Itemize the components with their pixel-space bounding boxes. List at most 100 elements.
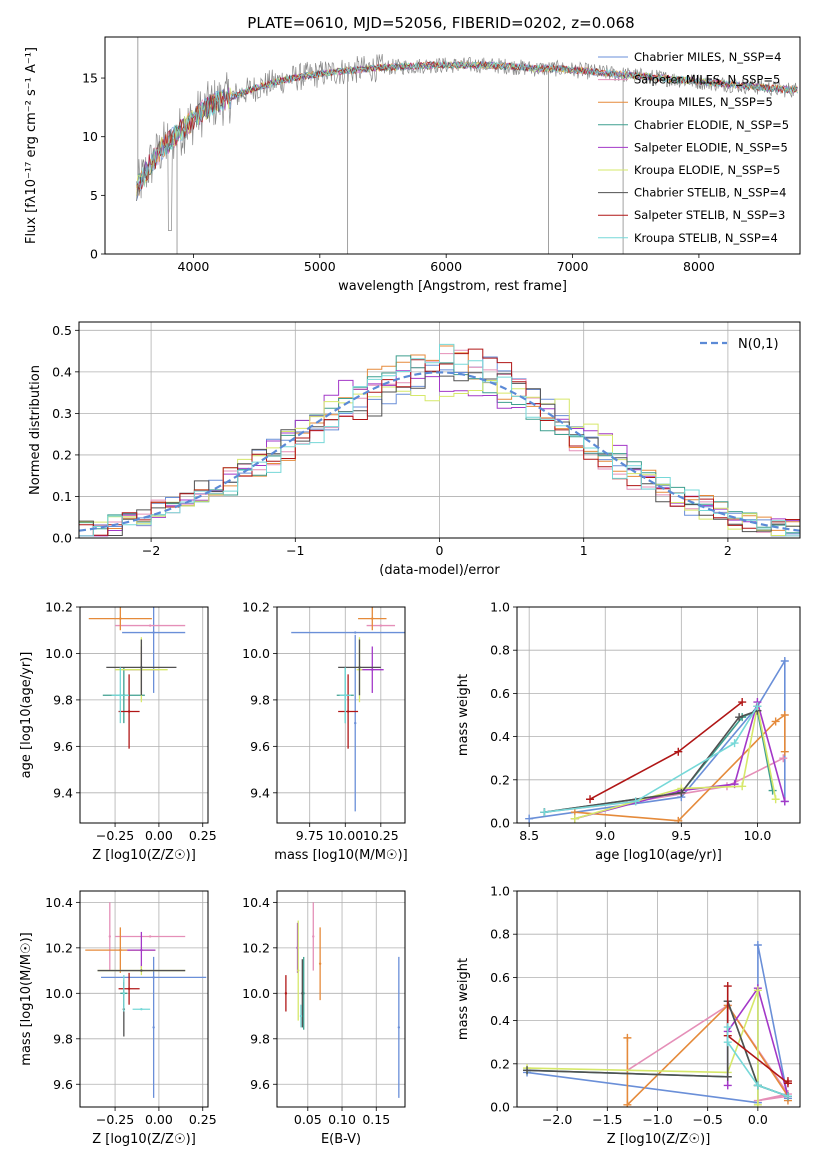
panel-mass-weight-vs-Z: −2.0 −1.5 −1.0 −0.5 0.0 0.0 0.2 0.4 0.6 0.8 1.0 Z [… xyxy=(456,884,801,1147)
series-marker xyxy=(780,797,789,806)
plot-area xyxy=(80,607,208,823)
series-marker xyxy=(753,986,762,995)
plot-area xyxy=(80,891,208,1107)
plot-area xyxy=(277,607,405,823)
x-tick-label: 9.0 xyxy=(595,828,615,843)
x-axis-label: age [log10(age/yr)] xyxy=(595,848,722,863)
series-marker xyxy=(677,788,686,797)
axes-frame xyxy=(79,606,209,824)
x-tick-label: −0.5 xyxy=(692,1112,722,1127)
y-tick-label: 1.0 xyxy=(490,884,510,899)
x-tick-label: 6000 xyxy=(430,259,462,274)
x-tick-label: 4000 xyxy=(178,259,210,274)
x-axis-label: Z [log10(Z/Z☉)] xyxy=(92,848,196,863)
x-tick-label: −1 xyxy=(286,543,304,558)
data-point xyxy=(371,617,374,620)
y-tick-label: 10.2 xyxy=(242,940,270,955)
x-axis-label: (data-model)/error xyxy=(379,563,500,578)
data-point xyxy=(379,624,383,627)
histogram-step xyxy=(79,343,800,537)
y-tick-label: 0.2 xyxy=(490,1056,510,1071)
y-tick-label: 10.4 xyxy=(242,895,270,910)
x-tick-label: 0.15 xyxy=(362,1112,390,1127)
x-axis-label: wavelength [Angstrom, rest frame] xyxy=(338,279,567,294)
series-marker xyxy=(723,1081,732,1090)
x-axis-label: mass [log10(M/M☉)] xyxy=(274,848,407,863)
series-marker xyxy=(540,808,549,817)
data-point xyxy=(312,935,315,938)
x-tick-label: 10.0 xyxy=(743,828,771,843)
y-tick-label: 10 xyxy=(82,129,98,144)
data-point xyxy=(108,935,112,938)
data-point xyxy=(148,624,152,627)
legend-entry: Salpeter STELIB, N_SSP=3 xyxy=(634,208,785,222)
data-point xyxy=(140,948,143,952)
plot-area xyxy=(517,891,800,1107)
series-marker xyxy=(753,1081,762,1090)
data-point xyxy=(148,935,152,938)
x-tick-label: 0 xyxy=(436,543,444,558)
panel-residuals: −2 −1 0 1 2 0.0 0.1 0.2 0.3 0.4 0.5 (data-model)/er… xyxy=(28,321,801,578)
series-marker xyxy=(735,713,744,722)
y-tick-label: 0.3 xyxy=(52,406,72,421)
y-tick-label: 9.6 xyxy=(250,1077,270,1092)
axes-frame xyxy=(516,606,801,824)
panel-mass-vs-ebv: 0.05 0.10 0.15 9.6 9.8 10.0 10.2 10.4 E(B-V) xyxy=(242,890,406,1147)
legend-entry: Chabrier MILES, N_SSP=4 xyxy=(634,50,781,64)
y-tick-label: 0.0 xyxy=(490,816,510,831)
panel-spectrum: 4000 5000 6000 7000 8000 0 5 10 15 wavelength [An… xyxy=(24,36,801,294)
axes-frame xyxy=(79,890,209,1108)
x-tick-label: 0.25 xyxy=(189,1112,217,1127)
series-marker xyxy=(771,717,780,726)
y-axis-label: mass weight xyxy=(456,674,471,756)
series-marker xyxy=(779,754,788,763)
y-tick-label: 0.4 xyxy=(490,729,510,744)
data-point xyxy=(358,666,361,669)
series-line xyxy=(526,990,759,1105)
y-tick-label: 0.6 xyxy=(490,970,510,985)
y-tick-label: 9.6 xyxy=(53,739,73,754)
y-tick-label: 5 xyxy=(90,188,98,203)
data-point xyxy=(152,1026,155,1029)
y-tick-label: 10.0 xyxy=(242,646,270,661)
x-tick-label: 0.10 xyxy=(328,1112,356,1127)
y-tick-label: 0.4 xyxy=(490,1013,510,1028)
series-marker xyxy=(753,941,762,949)
y-tick-label: 9.4 xyxy=(53,785,73,800)
x-tick-label: 9.75 xyxy=(296,828,324,843)
y-tick-label: 0.0 xyxy=(490,1100,510,1115)
y-tick-label: 10.2 xyxy=(242,600,270,615)
series-marker xyxy=(674,747,683,756)
x-axis-label: Z [log10(Z/Z☉)] xyxy=(92,1132,196,1147)
x-tick-label: 1 xyxy=(580,543,588,558)
y-tick-label: 15 xyxy=(82,71,98,86)
x-tick-label: −0.25 xyxy=(96,1112,134,1127)
x-tick-label: 5000 xyxy=(304,259,336,274)
series-marker xyxy=(623,1033,632,1042)
x-tick-label: 7000 xyxy=(557,259,589,274)
x-tick-label: 9.5 xyxy=(671,828,691,843)
y-tick-label: 0.0 xyxy=(52,531,72,546)
x-tick-label: −2 xyxy=(142,543,160,558)
x-tick-label: 10.25 xyxy=(363,828,399,843)
data-point xyxy=(119,948,122,952)
panel-mass-weight-vs-age: 8.5 9.0 9.5 10.0 0.0 0.2 0.4 0.6 0.8 1.0 age [log1… xyxy=(456,600,801,863)
x-tick-label: 2 xyxy=(724,543,732,558)
y-tick-label: 0.1 xyxy=(52,489,72,504)
data-point xyxy=(140,969,143,972)
plot-area xyxy=(277,891,405,1107)
axes-frame xyxy=(516,890,801,1108)
series-line xyxy=(726,1027,789,1097)
series-marker xyxy=(780,747,789,756)
data-point xyxy=(354,721,357,725)
plot-area xyxy=(136,37,798,254)
y-axis-label: Flux [fλ10⁻¹⁷ erg cm⁻² s⁻¹ A⁻¹] xyxy=(24,47,39,244)
y-axis-label: Normed distribution xyxy=(28,365,43,495)
series-marker xyxy=(623,1100,632,1107)
data-point xyxy=(119,694,122,697)
panel-age-vs-mass: 9.75 10.00 10.25 9.4 9.6 9.8 10.0 10.2 mass [log… xyxy=(242,600,408,864)
x-tick-label: −1.0 xyxy=(642,1112,672,1127)
y-tick-label: 0.8 xyxy=(490,643,510,658)
series-marker xyxy=(723,1038,732,1047)
